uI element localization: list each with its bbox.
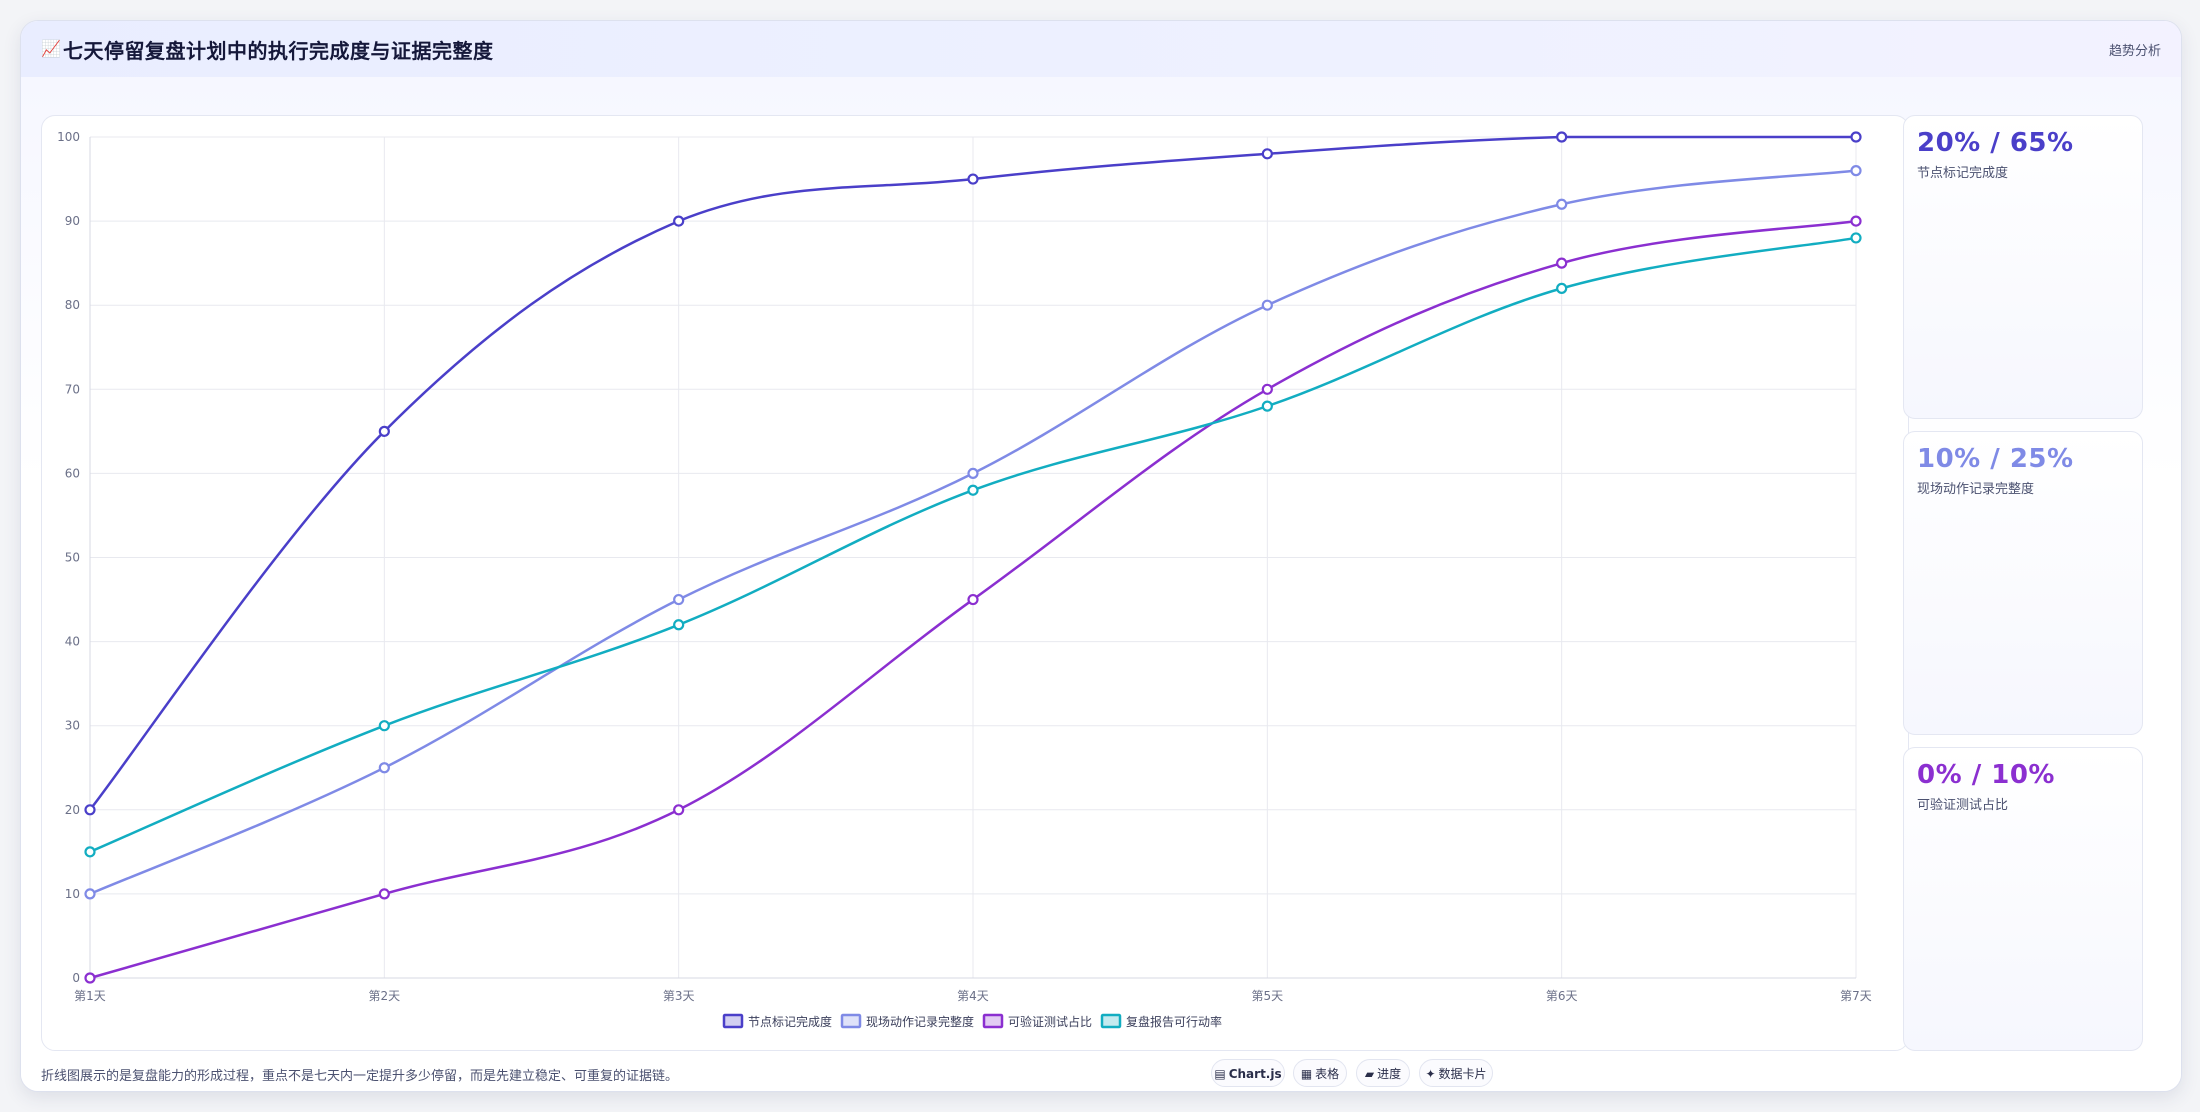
stat-value: 10% / 25% [1917,444,2074,474]
y-tick-label: 20 [65,803,80,817]
data-point [1556,198,1568,210]
line-chart: 0 10 20 30 40 50 60 70 80 90 100 第1天 第2天 第3天 第4天 第5天 第6天… [57,130,1872,1029]
stat-value: 20% / 65% [1917,128,2074,158]
table-icon: ▦ [1300,1067,1313,1081]
chip-chartjs[interactable]: ▤ Chart.js [1211,1059,1285,1087]
footer-note: 折线图展示的是复盘能力的形成过程，重点不是七天内一定提升多少停留，而是先建立稳定… [41,1069,679,1084]
chip-data-card[interactable]: ✦ 数据卡片 [1419,1059,1493,1087]
data-point [673,593,685,606]
data-point [1261,148,1273,160]
data-point [967,593,979,606]
chart-icon: ▤ [1214,1067,1226,1081]
stat-card-verifiable-test: 0% / 10% 可验证测试占比 [1903,747,2143,1051]
legend-item: 复盘报告可行动率 [1100,1013,1222,1029]
y-tick-label: 70 [65,382,80,396]
legend-swatch [722,1013,744,1029]
chip-label: Chart.js [1228,1067,1282,1081]
data-point [378,762,390,774]
data-point [673,619,685,631]
stat-card-action-record: 10% / 25% 现场动作记录完整度 [1903,431,2143,735]
data-point [84,846,96,858]
data-point [84,972,96,984]
data-point [378,720,390,732]
y-tick-label: 50 [65,551,80,565]
data-point [1261,383,1273,395]
legend-label: 复盘报告可行动率 [1126,1014,1222,1029]
legend-swatch [840,1013,862,1029]
y-tick-label: 100 [57,130,80,144]
data-point [84,888,96,900]
data-point [673,215,685,227]
y-tick-label: 10 [65,887,80,901]
data-point [1556,282,1568,294]
stat-label: 可验证测试占比 [1917,798,2009,813]
chip-label: 表格 [1315,1067,1340,1081]
chip-progress[interactable]: ▰ 进度 [1356,1059,1410,1087]
x-tick-label: 第6天 [1546,989,1578,1003]
data-point [378,425,390,437]
x-tick-label: 第7天 [1840,989,1872,1003]
data-point [1261,400,1273,412]
y-tick-label: 80 [65,298,80,312]
card-header: 📈 七天停留复盘计划中的执行完成度与证据完整度 趋势分析 [21,21,2181,78]
x-tick-label: 第5天 [1252,989,1284,1003]
x-tick-label: 第2天 [369,989,401,1003]
dashboard-card: 📈 七天停留复盘计划中的执行完成度与证据完整度 趋势分析 0 10 20 30 40 50… [20,20,2182,1092]
data-point [967,467,979,479]
progress-icon: ▰ [1364,1067,1375,1081]
data-point [1556,131,1568,143]
chip-label: 进度 [1377,1067,1402,1081]
x-tick-label: 第1天 [74,989,106,1003]
chart-body: 0 10 20 30 40 50 60 70 80 90 100 第1天 第2天 第3天 第4天 第5天 第6天… [21,77,2181,1091]
x-tick-label: 第4天 [957,989,989,1003]
data-point [1261,299,1273,311]
x-tick-label: 第3天 [663,989,695,1003]
legend-swatch [1100,1013,1122,1029]
legend-label: 可验证测试占比 [1008,1014,1092,1029]
data-point [1556,257,1568,269]
y-tick-label: 40 [65,635,80,649]
data-point [1850,131,1862,143]
data-point [1850,232,1862,244]
data-point [673,804,685,816]
chip-table[interactable]: ▦ 表格 [1293,1059,1347,1087]
legend-label: 节点标记完成度 [748,1014,832,1029]
stat-value: 0% / 10% [1917,760,2055,790]
data-point [967,173,979,185]
stat-label: 节点标记完成度 [1917,166,2009,181]
legend-swatch [982,1013,1004,1029]
data-card-icon: ✦ [1425,1067,1436,1081]
legend-item: 现场动作记录完整度 [840,1013,974,1029]
legend-item: 可验证测试占比 [982,1013,1092,1029]
y-tick-label: 0 [72,971,80,985]
chart-line-icon: 📈 [41,39,61,58]
chip-label: 数据卡片 [1438,1067,1487,1081]
y-tick-label: 60 [65,466,80,480]
stat-card-node-marking: 20% / 65% 节点标记完成度 [1903,115,2143,419]
y-tick-label: 30 [65,719,80,733]
legend-item: 节点标记完成度 [722,1013,832,1029]
data-point [1850,215,1862,227]
legend-label: 现场动作记录完整度 [866,1014,974,1029]
data-point [1850,165,1862,177]
trend-analysis-tag: 趋势分析 [2108,44,2161,59]
y-tick-label: 90 [65,214,80,228]
data-point [967,484,979,496]
data-point [84,804,96,816]
data-point [378,888,390,900]
chart-panel: 0 10 20 30 40 50 60 70 80 90 100 第1天 第2天 第3天 第4天 第5天 第6天… [41,115,1909,1051]
stat-label: 现场动作记录完整度 [1917,482,2035,497]
page-title: 七天停留复盘计划中的执行完成度与证据完整度 [63,39,494,63]
